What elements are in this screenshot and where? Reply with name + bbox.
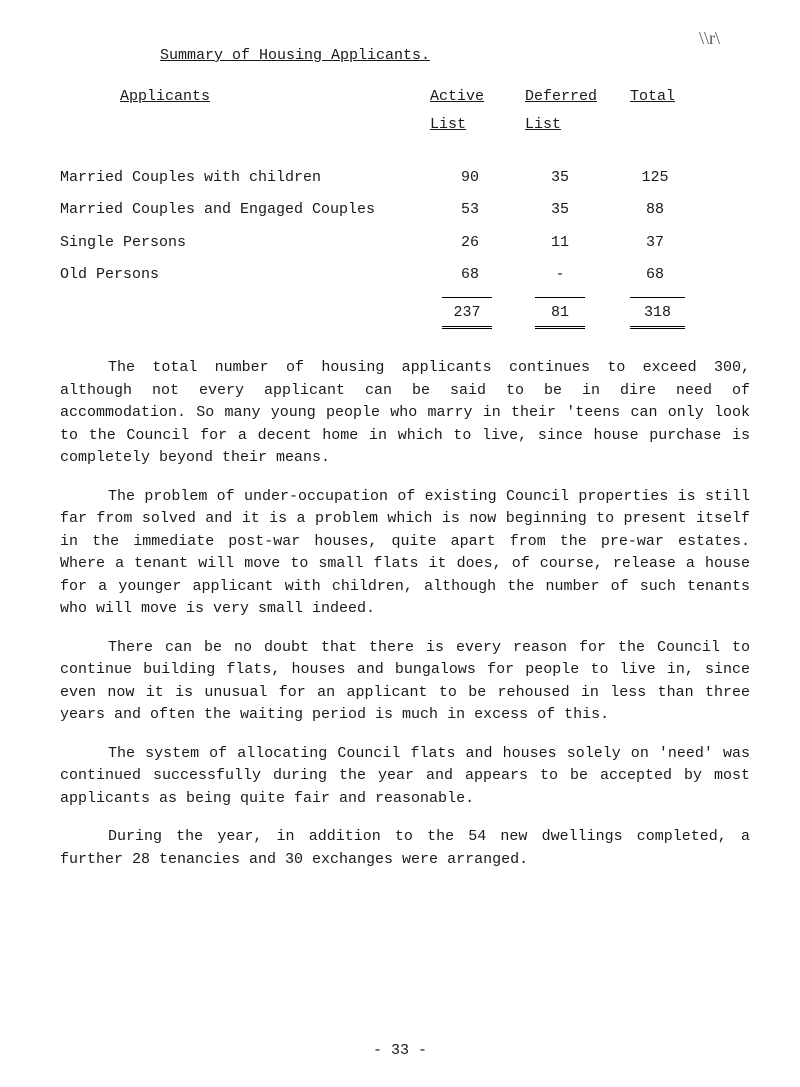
col-deferred-sub: List — [525, 114, 630, 137]
total-active: 237 — [442, 297, 492, 325]
table-row: Old Persons 68 - 68 — [60, 264, 750, 287]
body-paragraph: The system of allocating Council flats a… — [60, 743, 750, 811]
col-deferred: Deferred — [525, 86, 630, 109]
page-number: - 33 - — [373, 1040, 427, 1063]
row-label: Married Couples and Engaged Couples — [60, 199, 430, 222]
row-deferred: 35 — [510, 167, 610, 190]
row-total: 37 — [610, 232, 700, 255]
row-total: 68 — [610, 264, 700, 287]
table-row: Single Persons 26 11 37 — [60, 232, 750, 255]
row-active: 26 — [430, 232, 510, 255]
col-active-sub: List — [430, 114, 525, 137]
table-row: Married Couples with children 90 35 125 — [60, 167, 750, 190]
col-total: Total — [630, 86, 710, 109]
table-row: Married Couples and Engaged Couples 53 3… — [60, 199, 750, 222]
row-deferred: - — [510, 264, 610, 287]
applicants-table: Applicants Active Deferred Total List Li… — [60, 86, 750, 330]
body-paragraph: The problem of under-occupation of exist… — [60, 486, 750, 621]
row-deferred: 11 — [510, 232, 610, 255]
body-paragraph: There can be no doubt that there is ever… — [60, 637, 750, 727]
table-subheader-row: List List — [120, 114, 750, 137]
row-total: 88 — [610, 199, 700, 222]
row-active: 53 — [430, 199, 510, 222]
col-active: Active — [430, 86, 525, 109]
totals-underline — [60, 326, 750, 329]
row-label: Old Persons — [60, 264, 430, 287]
document-title: Summary of Housing Applicants. — [160, 45, 750, 68]
row-label: Single Persons — [60, 232, 430, 255]
row-active: 90 — [430, 167, 510, 190]
row-active: 68 — [430, 264, 510, 287]
total-total: 318 — [630, 297, 685, 325]
row-label: Married Couples with children — [60, 167, 430, 190]
col-applicants: Applicants — [120, 86, 430, 109]
totals-row: 237 81 318 — [60, 297, 750, 325]
total-deferred: 81 — [535, 297, 585, 325]
body-paragraph: The total number of housing applicants c… — [60, 357, 750, 470]
handwritten-note: \\r\ — [699, 25, 720, 52]
table-header-row: Applicants Active Deferred Total — [120, 86, 750, 109]
row-deferred: 35 — [510, 199, 610, 222]
body-paragraph: During the year, in addition to the 54 n… — [60, 826, 750, 871]
row-total: 125 — [610, 167, 700, 190]
